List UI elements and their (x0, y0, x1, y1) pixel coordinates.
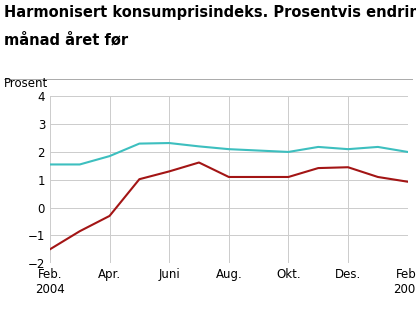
EØS (137, 142, 142, 145)
Noreg (316, 166, 321, 170)
EØS (256, 149, 261, 152)
Text: månad året før: månad året før (4, 32, 128, 47)
EØS (196, 144, 201, 148)
Line: EØS: EØS (50, 143, 408, 164)
EØS (167, 141, 172, 145)
Noreg (226, 175, 231, 179)
EØS (405, 150, 410, 154)
EØS (47, 162, 52, 166)
Noreg (47, 247, 52, 251)
Noreg (196, 160, 201, 164)
Noreg (107, 214, 112, 218)
Noreg (77, 229, 82, 233)
Noreg (375, 175, 380, 179)
Noreg (405, 180, 410, 184)
EØS (226, 147, 231, 151)
Legend: EØS, Noreg: EØS, Noreg (145, 316, 313, 321)
EØS (107, 154, 112, 158)
EØS (346, 147, 351, 151)
Line: Noreg: Noreg (50, 162, 408, 249)
Noreg (346, 165, 351, 169)
EØS (286, 150, 291, 154)
EØS (375, 145, 380, 149)
Text: Harmonisert konsumprisindeks. Prosentvis endring frå same: Harmonisert konsumprisindeks. Prosentvis… (4, 3, 416, 20)
Noreg (256, 175, 261, 179)
Noreg (167, 169, 172, 173)
EØS (316, 145, 321, 149)
Text: Prosent: Prosent (4, 77, 48, 90)
Noreg (286, 175, 291, 179)
Noreg (137, 177, 142, 181)
EØS (77, 162, 82, 166)
